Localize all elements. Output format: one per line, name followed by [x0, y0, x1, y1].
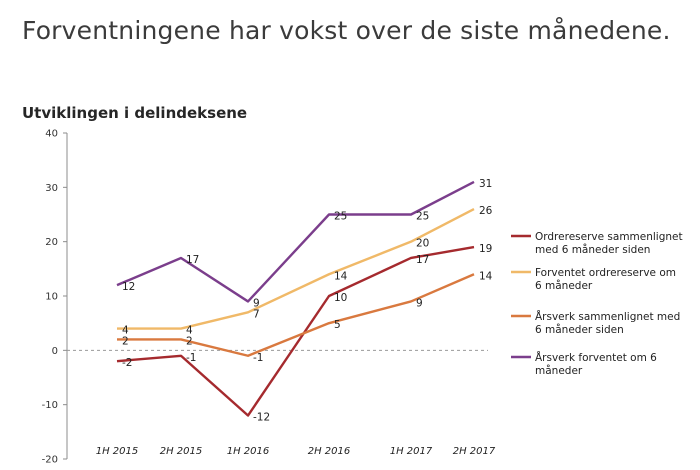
- data-label: 4: [186, 325, 193, 337]
- legend-label: 6 måneder siden: [535, 323, 624, 336]
- y-tick-label: 10: [45, 292, 58, 303]
- data-label: 9: [253, 297, 260, 309]
- x-tick-label: 1H 2015: [96, 446, 139, 457]
- data-label: 10: [334, 292, 347, 304]
- data-label: 26: [479, 205, 493, 217]
- legend-label: 6 måneder: [535, 279, 593, 292]
- legend-label: med 6 måneder siden: [535, 243, 650, 256]
- data-label: 17: [416, 254, 429, 266]
- data-label: 14: [479, 270, 493, 282]
- data-label: 2: [186, 335, 193, 347]
- data-label: 25: [416, 211, 429, 223]
- series-line-4: [116, 180, 475, 303]
- legend-label: Forventet ordrereserve om: [535, 267, 676, 279]
- data-label: 14: [334, 270, 348, 282]
- series-line-3: [117, 273, 475, 357]
- series-line-2: [117, 208, 475, 330]
- x-tick-label: 2H 2016: [308, 446, 351, 457]
- y-tick-label: -20: [42, 455, 58, 466]
- data-label: -12: [253, 412, 270, 424]
- chart-title: Utviklingen i delindeksene: [22, 104, 248, 122]
- x-tick-label: 1H 2016: [227, 446, 270, 457]
- data-label: 7: [253, 308, 260, 320]
- legend-label: Ordrereserve sammenlignet: [535, 231, 683, 243]
- legend-label: Årsverk forventet om 6: [535, 351, 657, 364]
- y-tick-label: -10: [42, 400, 58, 411]
- page-headline: Forventningene har vokst over de siste m…: [22, 16, 671, 45]
- x-tick-label: 1H 2017: [390, 446, 433, 457]
- legend-label: Årsverk sammenlignet med: [535, 310, 680, 323]
- x-tick-label: 2H 2015: [160, 446, 203, 457]
- data-label: 2: [122, 335, 129, 347]
- series-line-1: [116, 245, 475, 417]
- y-tick-label: 0: [52, 346, 58, 357]
- data-label: 17: [186, 254, 199, 266]
- y-tick-label: 30: [45, 183, 58, 194]
- data-label: -2: [122, 357, 132, 369]
- y-tick-label: 20: [45, 237, 58, 248]
- data-label: 20: [416, 238, 429, 250]
- data-label: -1: [186, 352, 196, 364]
- legend-label: måneder: [535, 364, 583, 377]
- data-label: 9: [416, 297, 423, 309]
- data-label: -1: [253, 352, 263, 364]
- data-label: 31: [479, 178, 492, 190]
- y-tick-label: 40: [45, 129, 58, 140]
- data-label: 12: [122, 281, 135, 293]
- data-label: 25: [334, 211, 347, 223]
- data-label: 4: [122, 325, 129, 337]
- data-label: 19: [479, 243, 492, 255]
- data-label: 5: [334, 319, 341, 331]
- x-tick-label: 2H 2017: [453, 446, 496, 457]
